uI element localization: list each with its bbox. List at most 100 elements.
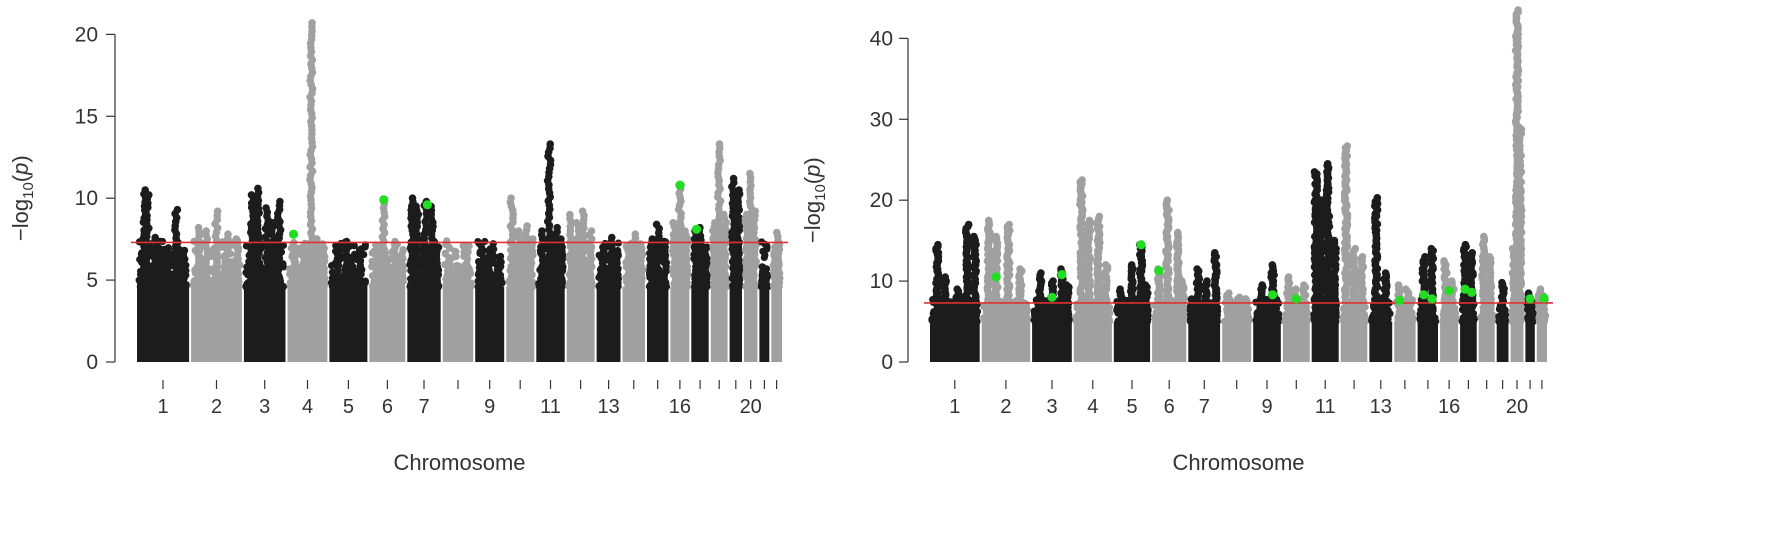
peak-snp-point [357,245,365,253]
peak-snp-point [538,227,546,235]
chromosome-6-points [368,196,407,362]
peak-snp-point [941,273,949,281]
peak-snp-point [715,140,724,148]
x-tick-label: 3 [259,396,270,418]
peak-snp-point [514,227,523,235]
chromosome-16-points [669,181,692,362]
dense-snp-band [1152,321,1187,362]
peak-snp-point [486,245,495,253]
x-tick-label: 5 [343,396,354,418]
highlighted-snp [422,200,432,210]
peak-snp-point [1102,261,1110,269]
peak-snp-point [453,266,461,275]
dense-snp-band [930,321,980,362]
chromosome-18-points [709,140,731,362]
chromosome-17-points [690,223,712,362]
peak-snp-point [614,251,622,260]
y-tick-label: 10 [75,187,98,210]
peak-snp-point [318,240,327,248]
y-axis-label: −log10(p) [8,155,37,241]
peak-snp-point [507,194,515,202]
peak-snp-point [1178,277,1186,285]
peak-snp-point [546,140,554,148]
chromosome-4-points [286,19,329,362]
chromosome-8-points [441,237,475,362]
snp-points [928,6,1550,362]
chromosome-7-points [1186,249,1222,362]
highlighted-snp [692,224,702,234]
peak-snp-point [495,253,503,261]
peak-snp-point [145,191,153,199]
peak-snp-point [445,256,453,265]
dense-snp-band [243,286,286,362]
peak-snp-point [399,246,407,255]
chromosome-12-points [565,207,596,362]
chromosome-22-points [769,228,784,362]
peak-snp-point [232,235,241,243]
y-tick-label: 20 [75,23,98,46]
peak-snp-point [1116,285,1124,294]
dense-snp-band [287,286,328,362]
snp-point [159,237,167,246]
y-tick-label: 0 [86,351,98,374]
dense-snp-band [710,286,728,362]
x-tick-label: 13 [597,396,619,418]
peak-snp-point [529,235,537,243]
snp-point [481,237,489,246]
chromosome-5-points [1113,240,1152,362]
peak-snp-point [269,219,278,227]
dense-snp-band [596,286,621,362]
chromosome-13-points [595,233,623,362]
y-tick-label: 5 [86,269,98,292]
snp-point [443,237,451,245]
chromosome-10-points [505,194,537,362]
peak-snp-point [298,243,307,252]
dense-snp-band [647,286,669,362]
peak-snp-point [1203,277,1211,285]
peak-snp-point [1174,228,1182,237]
chromosome-2-points [189,207,244,362]
peak-snp-point [623,243,631,252]
peak-snp-point [1016,265,1024,273]
peak-snp-point [599,243,607,252]
peak-snp-point [254,184,262,193]
peak-snp-point [1095,212,1104,221]
chromosome-6-points [1150,196,1189,362]
peak-snp-point [992,232,1000,241]
chromosome-9-points [474,237,506,362]
peak-snp-point [631,230,640,238]
peak-snp-point [681,227,689,235]
peak-snp-point [262,204,270,212]
peak-snp-point [735,186,743,194]
chromosome-7-points [406,194,443,362]
snp-point [460,242,468,250]
x-tick-label: 6 [382,396,393,418]
peak-snp-point [751,207,759,216]
peak-snp-point [308,19,316,27]
peak-snp-point [1193,265,1201,273]
dense-snp-band [622,286,645,362]
snp-point [760,253,768,262]
x-axis: 1 2 3 4 5 6 7 9 11 13 16 20 [157,380,778,418]
peak-snp-point [566,210,574,219]
peak-snp-point [953,285,961,294]
peak-snp-point [1062,281,1071,289]
peak-snp-point [1037,269,1045,277]
dense-snp-band [442,286,474,362]
x-tick-label: 2 [211,396,222,418]
dense-snp-band [1113,321,1151,362]
x-tick-label: 9 [484,396,495,418]
peak-snp-point [289,240,298,248]
x-tick-label: 4 [302,396,313,418]
x-tick-label: 1 [157,396,168,418]
peak-snp-point [763,273,772,281]
chromosome-4-points [1072,176,1114,362]
x-axis-label: Chromosome [393,450,525,475]
peak-snp-point [247,191,256,199]
peak-snp-point [964,220,973,229]
peak-snp-point [173,205,182,214]
chromosome-1-points [928,220,982,362]
snp-point [441,250,450,258]
dense-snp-band [1188,321,1221,362]
